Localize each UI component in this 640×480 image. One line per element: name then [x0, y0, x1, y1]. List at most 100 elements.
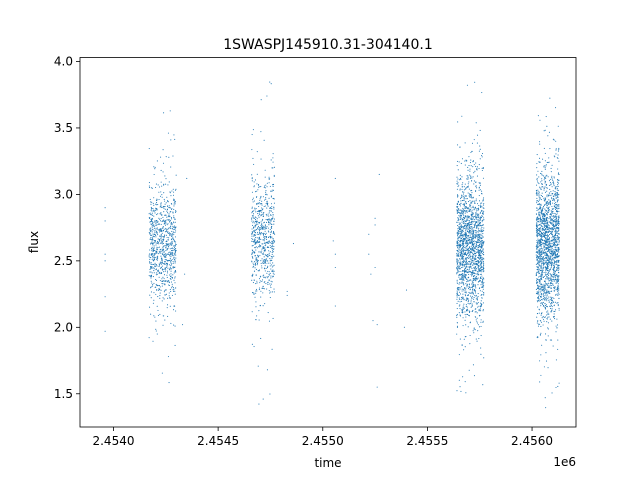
data-point	[461, 247, 464, 249]
data-point	[477, 277, 479, 279]
data-point	[257, 255, 259, 257]
data-point	[535, 218, 537, 221]
data-point	[457, 233, 459, 235]
data-point	[150, 286, 152, 288]
data-point	[552, 270, 555, 272]
data-point	[473, 172, 475, 174]
data-point	[150, 291, 152, 293]
data-point	[538, 279, 540, 281]
data-point	[154, 253, 156, 255]
data-point	[149, 306, 151, 308]
data-point	[273, 255, 275, 257]
data-point	[264, 224, 266, 226]
data-point	[547, 335, 549, 337]
data-point	[543, 179, 545, 181]
data-point	[542, 318, 545, 320]
data-point	[457, 230, 459, 232]
data-point	[481, 284, 484, 286]
data-point	[471, 297, 473, 299]
data-point	[482, 200, 484, 202]
data-point	[458, 305, 460, 307]
data-point	[479, 189, 481, 191]
data-point	[548, 218, 550, 220]
data-point	[456, 390, 458, 392]
data-point	[539, 217, 541, 219]
data-point	[153, 240, 155, 242]
data-point	[270, 196, 272, 198]
data-point	[470, 286, 472, 289]
data-point	[456, 287, 458, 289]
data-point	[457, 228, 459, 230]
data-point	[553, 212, 555, 214]
data-point	[160, 191, 162, 193]
data-point	[556, 278, 558, 280]
data-point	[258, 221, 260, 223]
data-point	[549, 261, 551, 263]
data-point	[557, 223, 559, 225]
data-point	[466, 186, 468, 188]
data-point	[459, 307, 461, 310]
data-point	[271, 270, 273, 272]
data-point	[460, 230, 462, 232]
data-point	[478, 242, 480, 244]
data-point	[155, 286, 157, 288]
data-point	[554, 206, 556, 208]
data-point	[459, 251, 461, 254]
data-point	[271, 257, 273, 259]
data-point	[462, 296, 464, 298]
data-point	[480, 319, 482, 321]
data-point	[558, 230, 560, 232]
data-point	[541, 236, 543, 238]
data-point	[546, 214, 548, 216]
data-point	[256, 222, 258, 224]
data-point	[546, 205, 548, 207]
data-point	[255, 274, 257, 276]
data-point	[160, 203, 162, 205]
data-point	[478, 230, 480, 232]
data-point	[257, 242, 259, 244]
data-point	[160, 181, 162, 183]
data-point	[546, 200, 549, 202]
data-point	[265, 213, 267, 216]
data-point	[472, 233, 474, 235]
data-point	[456, 180, 458, 182]
data-point	[554, 276, 557, 278]
data-point	[155, 244, 157, 246]
data-point	[467, 210, 469, 212]
data-point	[258, 231, 260, 233]
data-point	[460, 202, 462, 204]
data-point	[477, 274, 479, 276]
data-point	[165, 183, 167, 185]
data-point	[468, 268, 471, 270]
data-point	[545, 339, 547, 341]
data-point	[157, 314, 159, 316]
data-point	[261, 225, 263, 228]
data-point	[272, 269, 274, 271]
data-point	[541, 180, 543, 182]
data-point	[546, 318, 548, 320]
data-point	[251, 212, 253, 214]
data-point	[539, 275, 541, 277]
data-point	[535, 189, 537, 192]
data-point	[481, 224, 483, 227]
data-point	[551, 186, 553, 188]
data-point	[158, 223, 160, 225]
data-point	[475, 211, 477, 214]
data-point	[464, 142, 466, 144]
data-point	[265, 258, 267, 260]
data-point	[167, 232, 169, 234]
data-point	[468, 238, 470, 240]
data-point	[481, 167, 483, 169]
data-point	[471, 202, 473, 204]
data-point	[256, 228, 258, 231]
data-point	[471, 177, 473, 179]
data-point	[463, 273, 465, 275]
data-point	[477, 213, 479, 215]
data-point	[466, 230, 468, 232]
data-point	[462, 310, 464, 312]
data-point	[552, 222, 554, 224]
data-point	[550, 183, 552, 185]
data-point	[474, 165, 477, 167]
data-point	[464, 232, 466, 235]
data-point	[151, 272, 153, 274]
